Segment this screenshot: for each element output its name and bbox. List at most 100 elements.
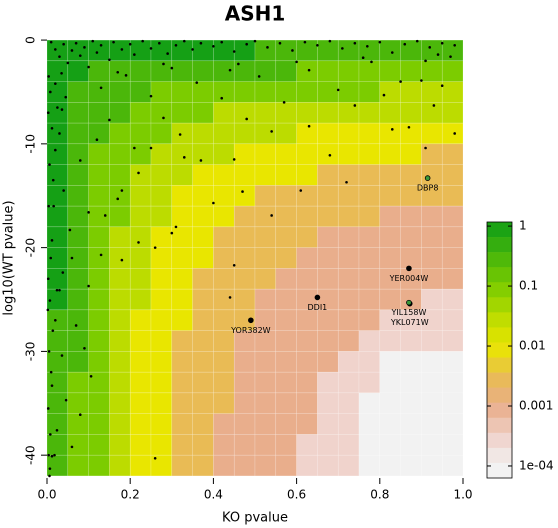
heatmap-cell (275, 268, 297, 290)
heatmap-cell (192, 81, 214, 103)
heatmap-cell (67, 371, 89, 394)
heatmap-cell (317, 371, 339, 394)
heatmap-cell (46, 434, 69, 456)
heatmap-cell (379, 102, 401, 124)
point (60, 71, 63, 75)
point (62, 189, 65, 192)
heatmap-cell (317, 60, 339, 82)
heatmap-cell (296, 330, 318, 352)
point (70, 256, 74, 260)
annotation-label: YKL071W (390, 318, 429, 327)
heatmap-cell (233, 392, 256, 414)
heatmap-cell (317, 351, 339, 373)
point (50, 126, 54, 130)
heatmap-cell (421, 434, 443, 456)
point (54, 148, 57, 152)
y-tick-label: 0 (24, 36, 38, 44)
heatmap-cell (109, 371, 131, 394)
annotation-label: DDI1 (308, 303, 328, 312)
heatmap-cell (88, 454, 110, 477)
heatmap-cell (46, 371, 69, 394)
point (61, 271, 65, 274)
heatmap-cell (129, 81, 152, 103)
point (58, 288, 61, 292)
heatmap-cell (46, 392, 69, 414)
heatmap-cell (213, 143, 235, 165)
heatmap-cell (254, 351, 277, 373)
point (55, 288, 59, 292)
point (49, 40, 53, 44)
heatmap-cell (421, 102, 443, 124)
heatmap-cell (67, 102, 89, 124)
point (366, 45, 369, 48)
heatmap-cell (192, 226, 214, 248)
heatmap-cell (441, 143, 464, 165)
point (174, 225, 178, 229)
heatmap-cell (254, 392, 277, 414)
point (199, 159, 203, 162)
point (83, 346, 86, 350)
heatmap-cell (150, 288, 173, 311)
heatmap-cell (150, 205, 173, 228)
heatmap-cell (254, 226, 277, 248)
point (47, 453, 50, 457)
heatmap-cell (296, 454, 318, 477)
heatmap-cell (379, 330, 401, 352)
annotated-point (406, 299, 412, 306)
point (49, 256, 53, 260)
heatmap-cell (150, 268, 173, 290)
heatmap-cell (317, 122, 339, 145)
heatmap-cell (150, 351, 173, 373)
heatmap-cell (254, 39, 277, 62)
point (49, 433, 52, 436)
heatmap-cell (213, 81, 235, 103)
heatmap-cell (275, 413, 297, 435)
heatmap-cell (192, 268, 214, 290)
heatmap-cell (129, 371, 152, 394)
point (128, 42, 132, 46)
point (149, 146, 153, 150)
heatmap-cell (254, 102, 277, 124)
heatmap-cell (421, 81, 443, 103)
heatmap-cell (275, 454, 297, 477)
heatmap-cell (421, 205, 443, 228)
point (432, 104, 436, 107)
heatmap-cell (254, 371, 277, 394)
heatmap-cell (358, 309, 381, 331)
point (270, 130, 273, 133)
heatmap-cell (67, 288, 89, 311)
heatmap-cell (296, 351, 318, 373)
heatmap-cell (67, 205, 89, 228)
heatmap-cell (421, 164, 443, 186)
point (158, 41, 161, 45)
heatmap-cell (88, 226, 110, 248)
heatmap-cell (441, 351, 464, 373)
point (51, 178, 55, 182)
point (353, 41, 357, 45)
heatmap-cell (67, 309, 89, 331)
heatmap-cell (67, 434, 89, 456)
heatmap-cell (317, 185, 339, 207)
point (64, 95, 68, 99)
heatmap-cell (129, 351, 152, 373)
heatmap-cell (109, 351, 131, 373)
heatmap-cell (275, 247, 297, 269)
point (50, 239, 54, 242)
colorbar-tick-label: 0.1 (519, 279, 538, 293)
point (60, 108, 64, 111)
heatmap-cell (296, 268, 318, 290)
heatmap-cell (317, 330, 339, 352)
heatmap-cell (337, 226, 360, 248)
point (162, 116, 165, 120)
point (62, 42, 65, 46)
heatmap-cell (358, 81, 381, 103)
heatmap-cell (150, 102, 173, 124)
heatmap (46, 39, 464, 477)
annotated-point (314, 294, 321, 301)
heatmap-cell (88, 309, 110, 331)
heatmap-cell (358, 288, 381, 311)
heatmap-cell (379, 39, 401, 62)
point (378, 40, 382, 44)
point (212, 45, 215, 48)
heatmap-cell (192, 122, 214, 145)
